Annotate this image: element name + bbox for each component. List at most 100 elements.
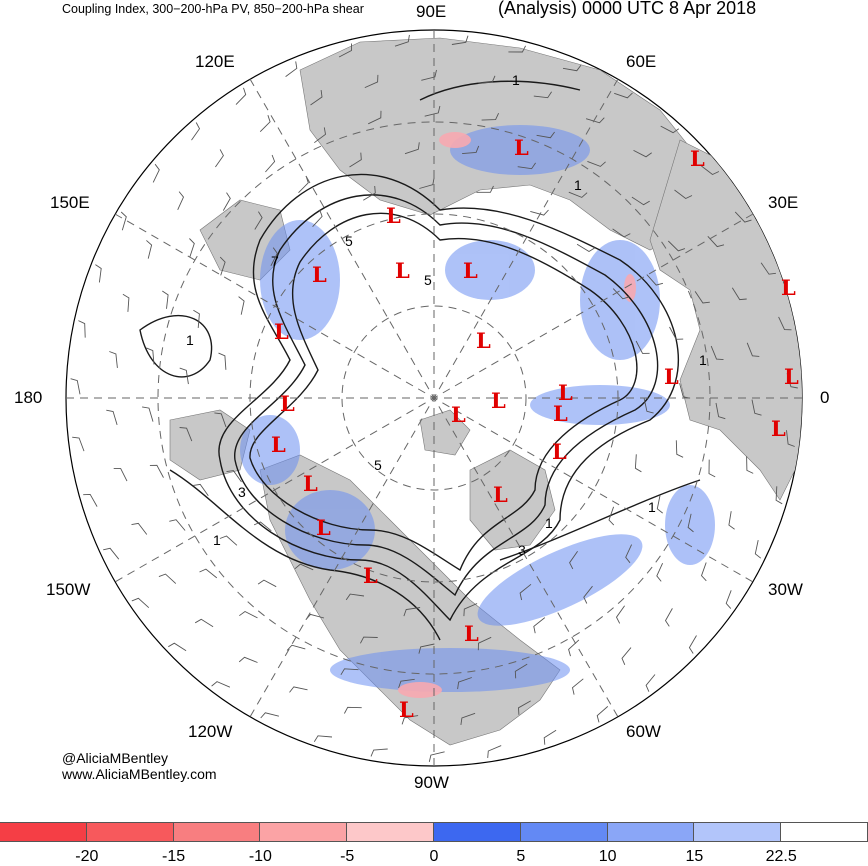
wind-barb [562,64,582,72]
lon-label-90e: 90E [416,2,447,21]
wind-barb [645,674,656,692]
wind-barb [257,579,277,588]
colorbar-swatch [347,822,434,842]
wind-barb [131,597,150,609]
map-title-right: (Analysis) 0000 UTC 8 Apr 2018 [498,0,757,18]
colorbar-tick-label: 0 [429,848,439,865]
wind-barb [238,296,245,315]
wind-barb [162,290,169,309]
wind-barb [775,486,783,505]
lon-label-150e: 150E [50,193,90,212]
colorbar-swatch [434,822,521,842]
wind-barb [656,563,664,582]
wind-barb [715,402,726,420]
wind-barb [576,243,596,253]
wind-barb [260,712,280,719]
colorbar-tick-label: -20 [75,848,99,865]
wind-barb [421,69,437,81]
wind-barb [131,522,148,535]
wind-barb [168,642,187,652]
wind-barb [778,316,792,331]
low-center: L [303,471,318,496]
wind-barb [612,288,630,300]
wind-barb [313,735,333,742]
wind-barb [687,513,694,533]
wind-barb [660,125,680,134]
wind-barb [259,115,271,133]
low-center: L [312,262,327,287]
wind-barb [191,122,201,141]
wind-barb [568,191,588,198]
wind-barb [146,240,153,259]
colorbar-swatch [694,822,782,842]
wind-barb [457,677,472,690]
colorbar-swatch [520,822,608,842]
contour-label: 1 [512,72,520,88]
wind-barb [340,668,359,676]
wind-barb [401,715,419,725]
wind-barb [238,656,258,663]
wind-barb [631,196,650,206]
wind-barb [754,540,762,559]
wind-barb [707,235,725,248]
low-center: L [491,388,506,413]
wind-barb [424,105,441,117]
lon-label-30e: 30E [768,193,799,212]
wind-barb [625,544,633,564]
colorbar-tick-label: -10 [248,848,272,865]
wind-barb [95,264,102,283]
wind-barb [394,34,410,47]
wind-barb [338,43,352,58]
colorbar-tick-label: 5 [516,848,526,865]
credit-block: @AliciaMBentley www.AliciaMBentley.com [62,750,217,782]
wind-barb [596,706,609,723]
wind-barb [193,309,200,328]
low-center: L [316,515,331,540]
wind-barb [710,345,724,361]
wind-barb [674,189,693,200]
wind-barb [656,494,663,514]
wind-barb [746,342,760,357]
wind-barb [621,647,632,665]
wind-barb [514,663,528,679]
contour-label: 5 [424,272,432,288]
colorbar-swatch [260,822,348,842]
wind-barb [142,406,154,422]
colorbar-tick-label: -5 [340,848,355,865]
wind-barb [669,326,684,340]
contour-label: 7 [271,253,279,269]
wind-barb [533,617,546,634]
contour-label: 1 [545,515,553,531]
low-center: L [690,146,705,171]
wind-barb [149,464,164,478]
wind-barb [481,113,500,121]
wind-barb [235,87,247,105]
wind-barb [368,110,382,125]
wind-barb [70,378,81,395]
wind-barb [728,511,735,530]
wind-barb [533,91,552,99]
colorbar-swatch [173,822,261,842]
wind-barb [675,440,684,458]
wind-barb [122,293,130,312]
wind-barb [270,247,278,267]
wind-barb [312,209,323,228]
contour-label: 1 [574,177,582,193]
wind-barb [314,127,326,144]
wind-barb [253,521,272,532]
wind-barb [106,409,118,426]
wind-barb [477,636,492,651]
wind-barb [664,608,673,627]
wind-barb [536,131,555,139]
wind-barb [286,644,306,651]
wind-barb [265,154,276,173]
wind-barb [587,160,606,167]
wind-barb [635,340,650,354]
credit-website: www.AliciaMBentley.com [62,766,217,782]
wind-barb [78,320,86,338]
wind-barb [199,568,218,579]
wind-barb [310,90,323,106]
contour-label: 1 [648,499,656,515]
wind-barb [476,185,494,193]
wind-barb [403,607,421,617]
